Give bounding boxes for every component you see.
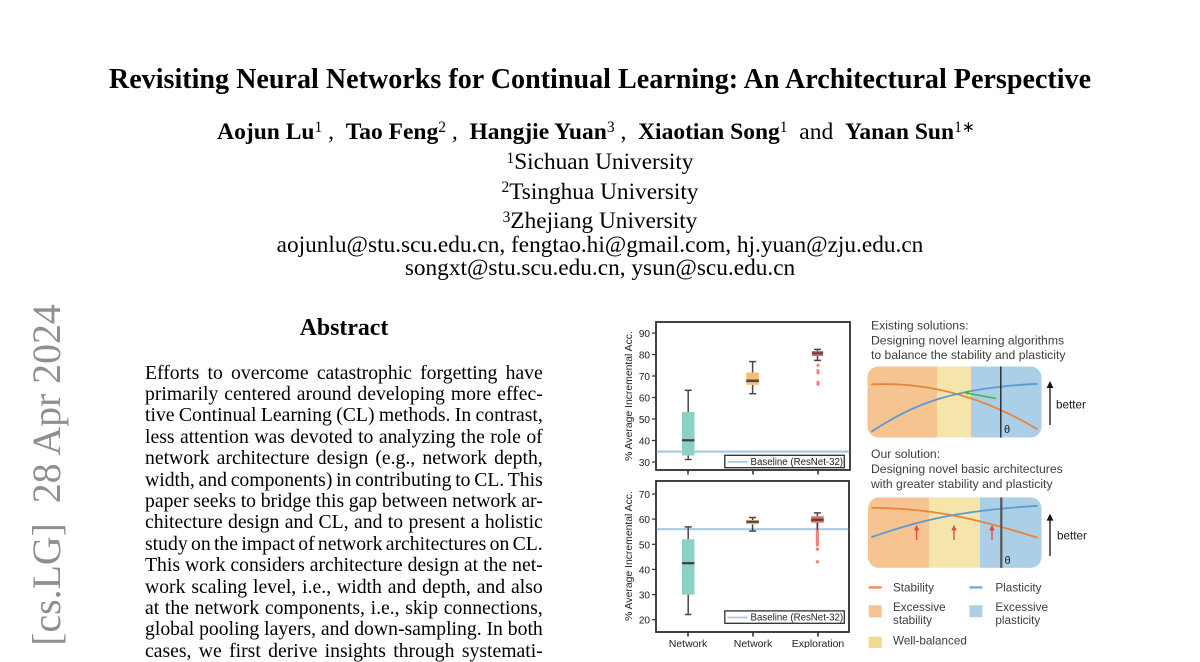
- svg-text:30: 30: [639, 591, 651, 602]
- svg-text:Existing solutions:: Existing solutions:: [871, 319, 969, 333]
- svg-text:Excessive: Excessive: [893, 601, 946, 614]
- svg-text:θ: θ: [1004, 424, 1010, 436]
- svg-text:60: 60: [639, 515, 651, 526]
- svg-text:% Average Incremental Acc.: % Average Incremental Acc.: [624, 491, 635, 621]
- svg-text:Exploration: Exploration: [792, 638, 845, 648]
- svg-text:Excessive: Excessive: [995, 601, 1048, 614]
- svg-text:θ: θ: [1005, 555, 1011, 567]
- svg-text:70: 70: [639, 372, 651, 383]
- svg-text:Plasticity: Plasticity: [995, 581, 1041, 594]
- svg-text:Designing novel basic architec: Designing novel basic architectures: [871, 462, 1063, 476]
- svg-text:Our solution:: Our solution:: [871, 447, 940, 461]
- svg-text:80: 80: [639, 351, 651, 362]
- svg-text:Network: Network: [734, 638, 773, 648]
- svg-text:Well-balanced: Well-balanced: [893, 634, 967, 647]
- svg-text:% Average Incremental Acc.: % Average Incremental Acc.: [624, 331, 635, 461]
- svg-text:30: 30: [639, 458, 651, 469]
- svg-text:with greater stability and pla: with greater stability and plasticity: [870, 477, 1053, 491]
- svg-text:Stability: Stability: [893, 581, 934, 594]
- svg-text:20: 20: [639, 616, 651, 627]
- svg-text:better: better: [1056, 399, 1086, 412]
- svg-text:Baseline (ResNet-32): Baseline (ResNet-32): [751, 457, 844, 468]
- svg-text:plasticity: plasticity: [995, 614, 1040, 627]
- svg-text:40: 40: [639, 437, 651, 448]
- svg-text:90: 90: [639, 329, 651, 340]
- svg-text:70: 70: [639, 490, 651, 501]
- svg-text:better: better: [1057, 530, 1087, 543]
- svg-text:50: 50: [639, 415, 651, 426]
- svg-text:to balance the stability and p: to balance the stability and plasticity: [871, 348, 1066, 362]
- svg-text:60: 60: [639, 394, 651, 405]
- svg-text:40: 40: [639, 565, 651, 576]
- svg-text:50: 50: [639, 540, 651, 551]
- svg-text:stability: stability: [893, 614, 932, 627]
- svg-text:Baseline (ResNet-32): Baseline (ResNet-32): [751, 612, 844, 623]
- svg-text:Designing novel learning algor: Designing novel learning algorithms: [871, 333, 1064, 347]
- svg-text:Network: Network: [669, 638, 708, 648]
